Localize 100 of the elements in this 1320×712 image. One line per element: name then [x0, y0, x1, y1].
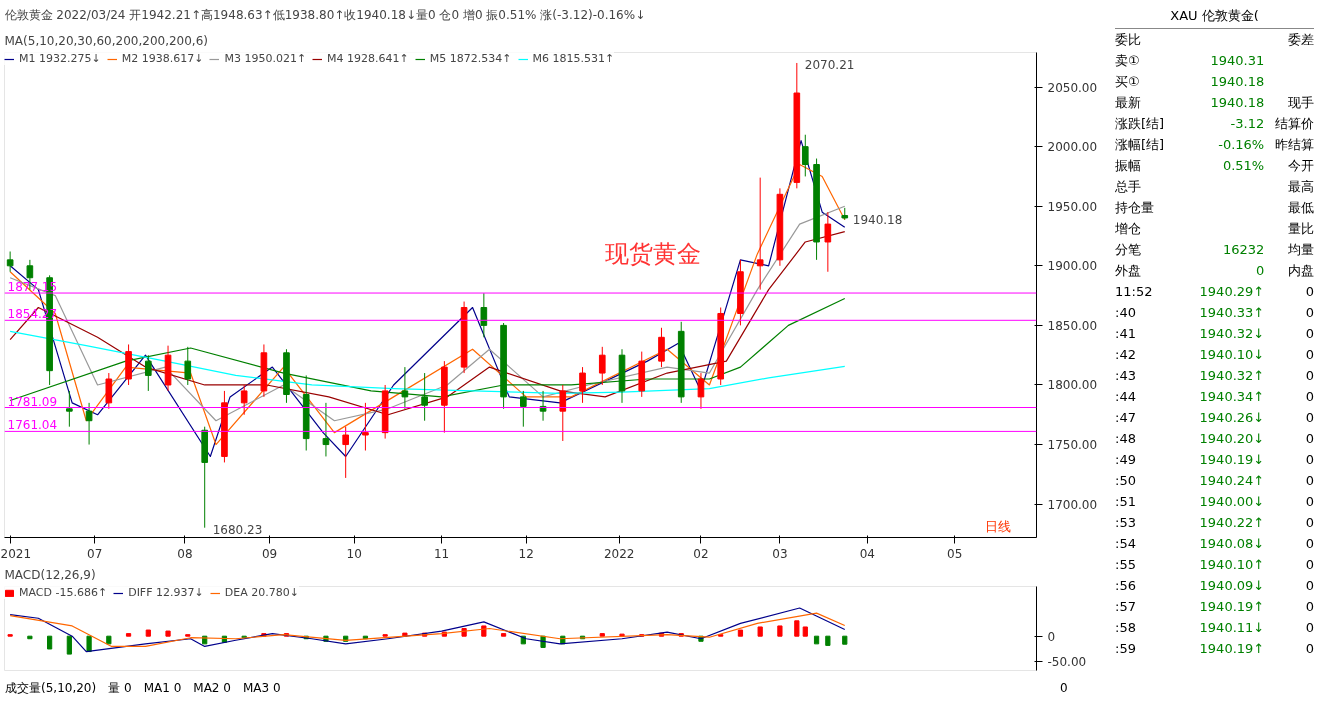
text: 0	[1304, 366, 1314, 385]
text: 0	[1304, 597, 1314, 616]
text: :41	[1115, 324, 1137, 343]
y-tick-label: 2000.00	[1047, 140, 1098, 155]
y-tick-label: 2050.00	[1047, 80, 1098, 95]
legend-label: M2 1938.617↓	[121, 52, 204, 65]
text: 均量	[1287, 240, 1314, 259]
text: 16232	[1221, 240, 1265, 259]
text: 1940.11↓	[1198, 618, 1265, 637]
text: MA2 0	[193, 681, 231, 695]
text: 0	[1304, 429, 1314, 448]
x-tick-label: 12	[518, 546, 534, 561]
text: :50	[1115, 471, 1137, 490]
text: 委差	[1287, 30, 1314, 49]
x-tick-label: 2022	[603, 546, 635, 561]
text: :43	[1115, 366, 1137, 385]
annotation: 2070.21	[804, 57, 855, 72]
x-tick-label: 09	[261, 546, 278, 561]
text: 涨跌[结]	[1115, 114, 1166, 133]
text: 1940.18	[1209, 72, 1265, 91]
text: 量 0	[108, 681, 132, 695]
text: 卖①	[1115, 51, 1141, 70]
text: 最高	[1287, 177, 1314, 196]
text: 外盘	[1115, 261, 1142, 280]
y-tick-label: 1750.00	[1047, 438, 1098, 453]
text: 振幅	[1115, 156, 1142, 175]
text: XAU 伦敦黄金(	[1115, 5, 1314, 29]
text: 1940.19↑	[1198, 639, 1265, 658]
x-tick-label: 11	[433, 546, 450, 561]
text: 增仓	[1115, 219, 1142, 238]
x-tick-label: 2021	[0, 546, 32, 561]
y-tick-label: 1850.00	[1047, 318, 1098, 333]
text: 1940.34↑	[1198, 387, 1265, 406]
x-tick-label: 05	[947, 546, 963, 561]
ref-line-label: 1761.04	[7, 418, 58, 433]
legend-label: DIFF 12.937↓	[128, 586, 204, 599]
text: :40	[1115, 303, 1137, 322]
text: 现手	[1287, 93, 1314, 112]
text: 分笔	[1115, 240, 1142, 259]
text: MA3 0	[242, 681, 281, 695]
text: 成交量(5,10,20)	[5, 681, 97, 695]
x-tick-label: 10	[346, 546, 362, 561]
annotation: 1940.18	[852, 212, 903, 227]
text: 1940.08↓	[1198, 534, 1265, 553]
legend-label: M1 1932.275↓	[19, 52, 101, 65]
text: 0	[1254, 261, 1265, 280]
text: :54	[1115, 534, 1137, 553]
text: :59	[1115, 639, 1137, 658]
text: :48	[1115, 429, 1137, 448]
legend-label: DEA 20.780↓	[224, 586, 299, 599]
text: 1940.19↑	[1198, 597, 1265, 616]
text: 1940.18	[1209, 93, 1265, 112]
text: 0	[1304, 450, 1314, 469]
text: 11:52	[1115, 282, 1154, 301]
x-tick-label: 08	[177, 546, 193, 561]
text: 1940.00↓	[1198, 492, 1265, 511]
text: 1940.29↑	[1198, 282, 1265, 301]
text: 0	[1304, 345, 1314, 364]
text: 1940.09↓	[1198, 576, 1265, 595]
text: :58	[1115, 618, 1137, 637]
annotation: 现货黄金	[604, 239, 701, 268]
text: 昨结算	[1274, 135, 1314, 154]
text: :47	[1115, 408, 1137, 427]
y-tick-label: 1900.00	[1047, 259, 1098, 274]
text: :51	[1115, 492, 1137, 511]
text: 结算价	[1274, 114, 1314, 133]
text: 0.51%	[1221, 156, 1265, 175]
x-tick-label: 07	[87, 546, 103, 561]
text: 总手	[1115, 177, 1142, 196]
text: 1940.22↑	[1198, 513, 1265, 532]
chart-subtitle: MA(5,10,20,30,60,200,200,200,6)	[4, 33, 209, 48]
legend-label: M5 1872.534↑	[429, 52, 512, 65]
text: :57	[1115, 597, 1137, 616]
text: 最低	[1287, 198, 1314, 217]
text: 0	[1304, 408, 1314, 427]
text: 1940.24↑	[1198, 471, 1265, 490]
text: 0	[1304, 639, 1314, 658]
legend-label: M3 1950.021↑	[224, 52, 307, 65]
text: :56	[1115, 576, 1137, 595]
text: 1940.10↑	[1198, 555, 1265, 574]
text: 1940.10↓	[1198, 345, 1265, 364]
text: :44	[1115, 387, 1137, 406]
text: 今开	[1287, 156, 1314, 175]
legend-label: M4 1928.641↑	[327, 52, 409, 65]
y-tick-label: 1950.00	[1047, 199, 1098, 214]
text: :49	[1115, 450, 1137, 469]
text: 涨幅[结]	[1115, 135, 1166, 154]
text: 买①	[1115, 72, 1141, 91]
x-tick-label: 03	[772, 546, 788, 561]
text: 最新	[1115, 93, 1142, 112]
text: 1940.33↑	[1198, 303, 1265, 322]
text: 0	[1304, 513, 1314, 532]
text: 0	[1304, 492, 1314, 511]
x-tick-label: 02	[693, 546, 709, 561]
text: 委比	[1115, 30, 1142, 49]
text: :55	[1115, 555, 1137, 574]
text: 1940.26↓	[1198, 408, 1265, 427]
text: 1940.31	[1209, 51, 1265, 70]
text: 量比	[1287, 219, 1314, 238]
text: 0	[1304, 618, 1314, 637]
